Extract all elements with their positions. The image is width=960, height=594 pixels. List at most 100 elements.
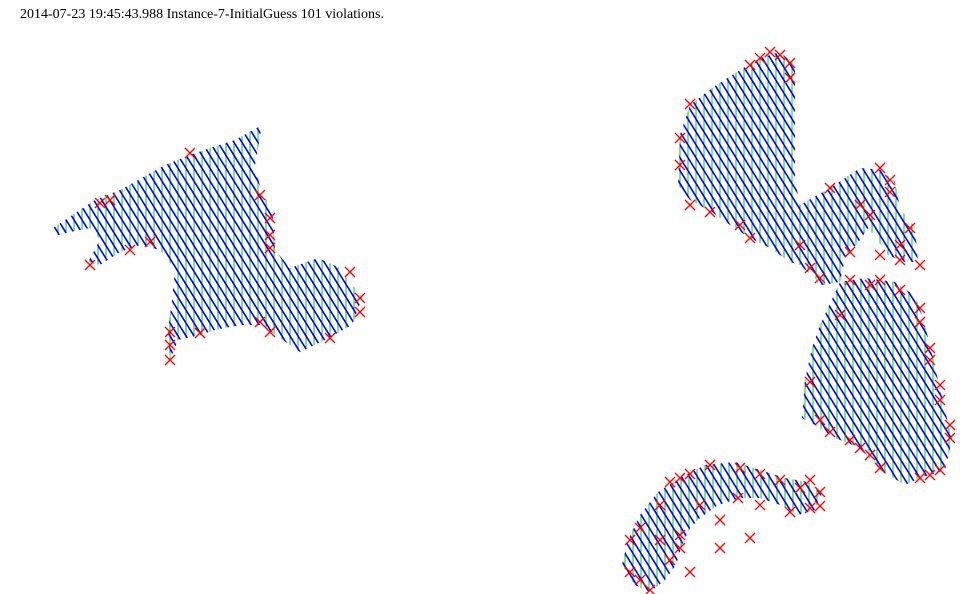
region-right-mid [607,270,952,490]
violation-marker-stroke [824,182,836,194]
violation-marker-stroke [354,292,366,304]
diagonal-hatch-segment [639,270,775,490]
violation-marker-stroke [184,147,196,159]
violation-marker-stroke [734,219,746,231]
violation-marker-stroke [714,542,726,554]
violation-marker-stroke [784,72,796,84]
diagonal-hatch-segment [854,278,952,485]
diagonal-hatch-segment [50,125,128,360]
diagonal-hatch-segment [622,462,627,592]
diagonal-hatch-segment [320,125,362,360]
diagonal-hatch-segment [802,278,897,485]
violation-marker-stroke [264,212,276,224]
violation-marker [714,542,726,554]
violation-marker-stroke [924,354,936,366]
violation-marker [634,522,646,534]
violation-marker-stroke [804,376,816,388]
diagonal-hatch-segment [707,462,795,592]
violation-marker-stroke [814,272,826,284]
violation-marker-stroke [944,419,956,431]
violation-marker [854,199,866,211]
violation-marker-stroke [684,98,696,110]
diagonal-hatch-segment [723,462,811,592]
violation-marker [354,306,366,318]
violation-marker [744,232,756,244]
violation-marker-stroke [844,246,856,258]
diagonal-hatch-segment [886,278,952,485]
diagonal-hatch-segment [50,125,104,360]
violation-marker-stroke [164,326,176,338]
violation-marker-stroke [624,566,636,578]
violation-marker-stroke [844,274,856,286]
diagonal-hatch-segment [622,462,643,592]
violation-marker-stroke [634,522,646,534]
diagonal-hatch-segment [910,52,918,285]
diagonal-hatch-segment [838,278,952,485]
violation-marker [924,342,936,354]
diagonal-hatch-segment [702,52,862,285]
diagonal-hatch-segment [50,125,112,360]
violation-marker-stroke [934,464,946,476]
violation-marker-stroke [684,199,696,211]
violation-marker [874,162,886,174]
diagonal-hatch-segment [360,125,362,360]
diagonal-hatch-segment [500,455,586,594]
violation-marker-stroke [124,244,136,256]
violation-marker [354,292,366,304]
diagonal-hatch-segment [710,52,870,285]
violation-marker-stroke [704,459,716,471]
violation-marker [824,426,836,438]
diagonal-hatch-segment [352,125,362,360]
violation-marker-stroke [804,474,816,486]
diagonal-hatch-segment [492,455,578,594]
diagonal-hatch-segment [532,455,618,594]
violation-marker-stroke [674,529,686,541]
diagonal-hatch-segment [471,40,629,295]
diagonal-hatch-segment [699,462,787,592]
diagonal-hatch-segment [862,278,952,485]
violation-marker [684,199,696,211]
violation-marker [864,209,876,221]
diagonal-hatch-segment [694,52,854,285]
violation-marker [804,376,816,388]
violation-marker [744,532,756,544]
violation-marker [124,244,136,256]
diagonal-hatch-segment [0,115,31,370]
diagonal-hatch-segment [950,278,952,485]
violation-marker-stroke [774,49,786,61]
diagonal-hatch-segment [607,270,743,490]
violation-marker-stroke [804,502,816,514]
diagonal-hatch-segment [511,40,669,295]
violation-marker-stroke [864,209,876,221]
violation-marker-stroke [164,354,176,366]
diagonal-hatch-segment [479,40,637,295]
violation-marker [644,584,656,594]
violation-marker-stroke [874,162,886,174]
diagonal-hatch-segment [655,270,791,490]
diagonal-hatch-segment [519,40,677,295]
diagonal-hatch-segment [830,278,952,485]
violation-marker [144,236,156,248]
violation-marker-stroke [914,259,926,271]
violation-marker [814,272,826,284]
violation-marker [164,339,176,351]
violation-marker-stroke [784,506,796,518]
violation-marker [934,379,946,391]
violation-marker [894,254,906,266]
diagonal-hatch-segment [919,40,960,295]
violation-marker-stroke [784,57,796,69]
diagonal-hatch-segment [802,278,905,485]
diagonal-hatch-segment [280,125,362,360]
violation-marker-stroke [732,492,744,504]
diagonal-hatch-segment [0,115,23,370]
violation-marker [914,472,926,484]
violation-marker-stroke [814,500,826,512]
diagonal-hatch-segment [0,115,15,370]
diagonal-hatch-segment [344,125,362,360]
violation-marker-stroke [645,584,656,594]
violation-marker [654,534,666,546]
violation-marker [754,468,766,480]
violation-marker-stroke [814,414,826,426]
diagonal-hatch-segment [806,278,945,485]
